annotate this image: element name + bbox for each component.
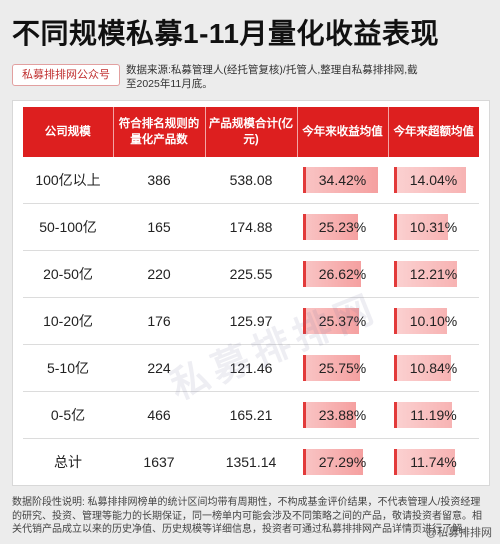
excess-bar: 11.74% [394,449,473,475]
cell-return: 26.62% [297,250,388,298]
excess-bar: 10.84% [394,355,473,381]
cell-return: 23.88% [297,391,388,439]
cell-size: 538.08 [205,157,297,204]
header-size: 产品规模合计(亿元) [205,107,298,157]
return-bar-label: 23.88% [318,407,367,423]
table-row: 5-10亿 224 121.46 25.75% 10.84% [23,344,479,392]
excess-bar-label: 12.21% [409,266,458,282]
return-bar: 34.42% [303,167,382,193]
return-bar: 26.62% [303,261,382,287]
cell-scale: 5-10亿 [23,344,113,392]
cell-count: 220 [113,250,205,298]
performance-table: 公司规模 符合排名规则的量化产品数 产品规模合计(亿元) 今年来收益均值 今年来… [23,107,479,485]
return-bar-label: 25.23% [318,219,367,235]
excess-bar-fill [394,355,451,381]
excess-bar-fill [394,167,467,193]
cell-scale: 总计 [54,454,82,470]
table-row: 0-5亿 466 165.21 23.88% 11.19% [23,391,479,439]
table-panel: 公司规模 符合排名规则的量化产品数 产品规模合计(亿元) 今年来收益均值 今年来… [12,100,490,486]
excess-bar-fill [394,214,448,240]
header-excess: 今年来超额均值 [388,107,479,157]
return-bar-fill [303,214,359,240]
cell-count: 386 [113,157,205,204]
return-bar-label: 25.37% [318,313,367,329]
cell-excess: 11.19% [388,391,479,439]
cell-count: 165 [113,203,205,251]
return-bar-label: 26.62% [318,266,367,282]
return-bar-fill [303,449,363,475]
cell-excess: 11.74% [388,439,479,486]
cell-return: 25.75% [297,344,388,392]
excess-bar-fill [394,402,453,428]
table-row: 100亿以上 386 538.08 34.42% 14.04% [23,157,479,204]
excess-bar: 14.04% [394,167,473,193]
return-bar: 25.75% [303,355,382,381]
cell-scale: 100亿以上 [23,157,113,204]
cell-return: 27.29% [297,439,388,486]
return-bar-label: 34.42% [318,172,367,188]
cell-excess: 12.21% [388,250,479,298]
header-scale: 公司规模 [23,107,114,157]
table-row: 总计 1637 1351.14 27.29% 11.74% [23,439,479,486]
excess-bar: 12.21% [394,261,473,287]
excess-bar-label: 11.74% [410,454,457,470]
cell-size: 125.97 [205,297,297,345]
return-bar: 25.37% [303,308,382,334]
return-bar-fill [303,167,378,193]
return-bar-fill [303,308,359,334]
excess-bar-label: 10.84% [409,360,458,376]
cell-count: 176 [113,297,205,345]
table-header-row: 公司规模 符合排名规则的量化产品数 产品规模合计(亿元) 今年来收益均值 今年来… [23,107,479,157]
source-badge: 私募排排网公众号 [12,64,120,86]
cell-size: 174.88 [205,203,297,251]
cell-scale: 50-100亿 [23,203,113,251]
return-bar-fill [303,355,360,381]
excess-bar: 11.19% [394,402,473,428]
cell-excess: 10.10% [388,297,479,345]
footer-brand: @私募排排网 [425,527,492,539]
excess-bar-fill [394,308,447,334]
excess-bar-fill [394,261,458,287]
footnote: 数据阶段性说明: 私募排排网榜单的统计区间均带有周期性，不构成基金评价结果，不代… [12,497,482,535]
header-count: 符合排名规则的量化产品数 [113,107,206,157]
cell-scale: 10-20亿 [23,297,113,345]
page-title: 不同规模私募1-11月量化收益表现 [12,18,439,49]
cell-excess: 10.84% [388,344,479,392]
cell-size: 121.46 [205,344,297,392]
return-bar: 25.23% [303,214,382,240]
cell-scale: 0-5亿 [23,391,113,439]
return-bar: 27.29% [303,449,382,475]
table-row: 20-50亿 220 225.55 26.62% 12.21% [23,250,479,298]
cell-excess: 14.04% [388,157,479,204]
cell-excess: 10.31% [388,203,479,251]
table-row: 50-100亿 165 174.88 25.23% 10.31% [23,203,479,251]
header-return: 今年来收益均值 [297,107,389,157]
table-row: 10-20亿 176 125.97 25.37% 10.10% [23,297,479,345]
table-body: 100亿以上 386 538.08 34.42% 14.04% 50-100亿 165 174… [23,157,479,485]
excess-bar-fill [394,449,455,475]
return-bar-fill [303,402,356,428]
cell-return: 25.23% [297,203,388,251]
return-bar: 23.88% [303,402,382,428]
excess-bar-label: 10.31% [409,219,458,235]
excess-bar: 10.31% [394,214,473,240]
cell-return: 25.37% [297,297,388,345]
cell-scale: 20-50亿 [23,250,113,298]
excess-bar-label: 10.10% [409,313,458,329]
cell-count: 224 [113,344,205,392]
cell-count: 1637 [143,454,175,470]
excess-bar-label: 14.04% [409,172,458,188]
cell-size: 225.55 [205,250,297,298]
excess-bar-label: 11.19% [410,407,457,423]
return-bar-fill [303,261,362,287]
cell-return: 34.42% [297,157,388,204]
return-bar-label: 25.75% [318,360,367,376]
source-note: 数据来源:私募管理人(经托管复核)/托管人,整理自私募排排网,截至2025年11… [126,64,418,90]
excess-bar: 10.10% [394,308,473,334]
cell-size: 165.21 [205,391,297,439]
return-bar-label: 27.29% [318,454,367,470]
cell-count: 466 [113,391,205,439]
cell-size: 1351.14 [225,454,277,470]
